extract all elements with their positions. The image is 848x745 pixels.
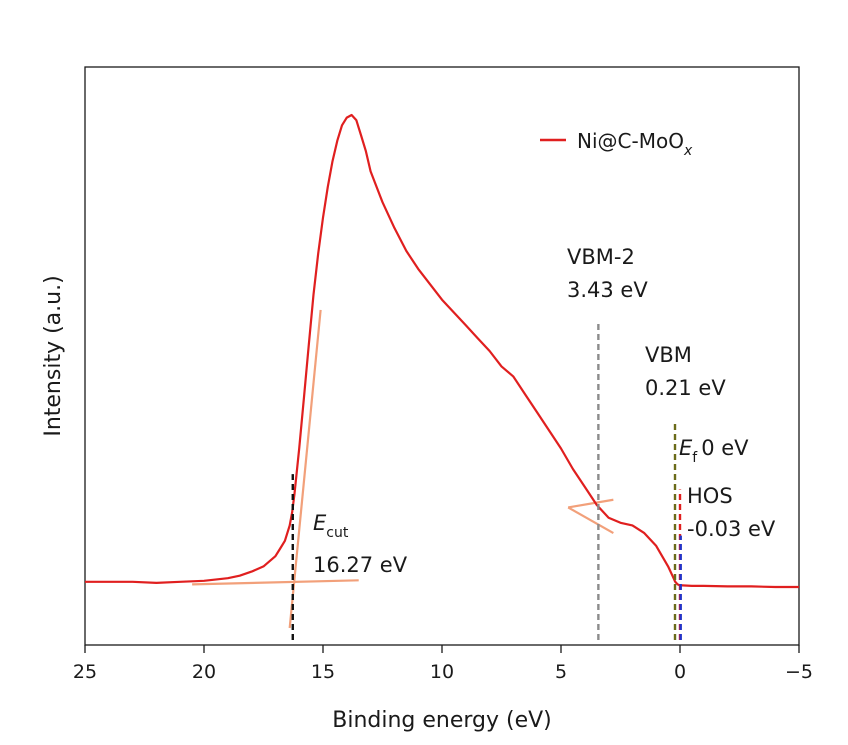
fit-line xyxy=(288,309,322,629)
legend: Ni@C-MoOx xyxy=(540,129,693,159)
legend-series-name: Ni@C-MoO xyxy=(577,129,684,153)
ecut-symbol: E xyxy=(313,511,327,535)
vbm2-value: 3.43 eV xyxy=(567,278,648,302)
ecut-subscript: cut xyxy=(326,525,349,541)
vbm-value: 0.21 eV xyxy=(645,376,726,400)
vbm2-label: VBM-2 xyxy=(567,245,635,269)
vbm-label: VBM xyxy=(645,343,692,367)
hos-value: -0.03 eV xyxy=(687,517,776,541)
ecut-label: Ecut xyxy=(313,511,349,541)
fit-lines xyxy=(192,309,614,629)
fit-line xyxy=(567,498,614,509)
ef-value: 0 eV xyxy=(701,436,749,460)
ef-subscript: f xyxy=(692,450,698,466)
series-layer xyxy=(85,113,799,589)
ef-symbol: E xyxy=(679,436,693,460)
x-tick-label: 10 xyxy=(430,661,454,683)
fit-line xyxy=(192,579,359,586)
series-line xyxy=(85,113,799,589)
x-tick-label: 15 xyxy=(311,661,335,683)
x-axis-ticks: 25 20 15 10 5 0 −5 xyxy=(73,645,813,683)
x-tick-label: 5 xyxy=(555,661,567,683)
x-axis-title: Binding energy (eV) xyxy=(332,708,552,733)
x-tick-label: −5 xyxy=(785,661,813,683)
x-tick-label: 25 xyxy=(73,661,97,683)
legend-label: Ni@C-MoOx xyxy=(577,129,693,159)
marker-lines xyxy=(291,320,682,640)
x-tick-label: 20 xyxy=(192,661,216,683)
x-tick-label: 0 xyxy=(674,661,686,683)
hos-label: HOS xyxy=(687,484,733,508)
y-axis-title: Intensity (a.u.) xyxy=(41,275,66,436)
fit-line xyxy=(567,506,614,535)
ecut-value: 16.27 eV xyxy=(313,553,408,577)
ef-label: Ef 0 eV xyxy=(679,436,749,466)
legend-series-subscript: x xyxy=(683,143,693,159)
